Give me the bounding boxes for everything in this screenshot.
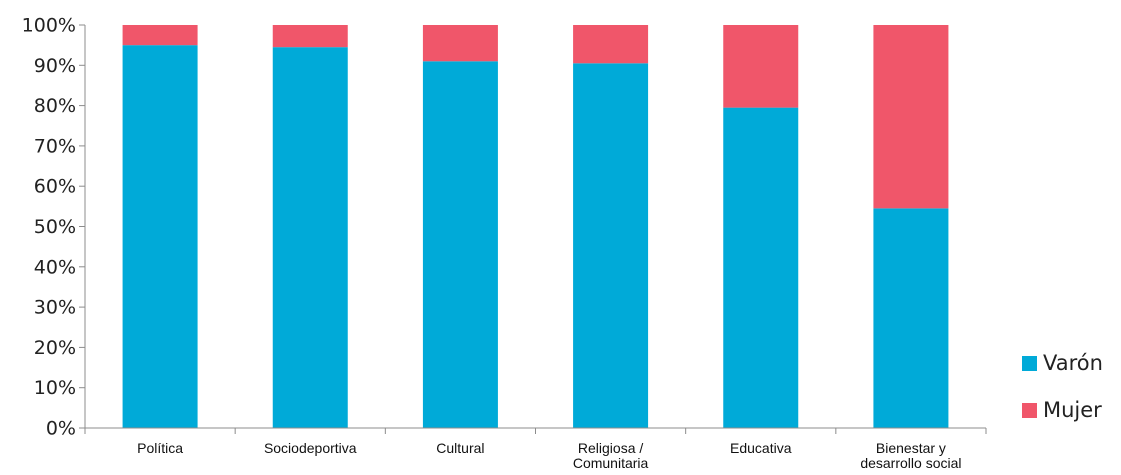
y-tick-label: 20% — [34, 337, 76, 359]
bar-varn-4 — [573, 63, 649, 428]
x-tick-label: Educativa — [730, 440, 792, 456]
bar-mujer-1 — [122, 25, 198, 46]
y-tick-label: 80% — [34, 95, 76, 117]
x-tick-label: Bienestar y — [876, 440, 946, 456]
y-tick-label: 50% — [34, 216, 76, 238]
legend-label-varon: Varón — [1043, 351, 1103, 375]
bars-group — [122, 25, 949, 429]
legend-swatch-mujer — [1022, 402, 1037, 418]
bar-mujer-3 — [422, 25, 498, 62]
bar-varn-5 — [723, 107, 799, 429]
legend-item-varon: Varón — [1022, 350, 1103, 376]
x-tick-label: Comunitaria — [573, 455, 649, 471]
bar-varn-6 — [873, 208, 949, 428]
x-tick-label: Cultural — [436, 440, 484, 456]
y-tick-label: 0% — [46, 418, 76, 440]
axes-group — [84, 25, 986, 429]
x-tick-label: Sociodeportiva — [264, 440, 357, 456]
bar-varn-1 — [122, 45, 198, 429]
y-tick-label: 30% — [34, 297, 76, 319]
bar-mujer-4 — [573, 25, 649, 64]
legend: Varón Mujer — [1022, 350, 1103, 444]
ticks-group: 0% 10% 20% 30% 40% 50% 60% 70% 80% 90% 100% Polític… — [22, 15, 987, 471]
legend-item-mujer: Mujer — [1022, 397, 1103, 423]
y-tick-label: 40% — [34, 256, 76, 278]
x-tick-label: Política — [137, 440, 183, 456]
legend-label-mujer: Mujer — [1043, 398, 1102, 422]
bar-mujer-5 — [723, 25, 799, 108]
y-tick-label: 100% — [22, 15, 76, 37]
y-tick-label: 10% — [34, 377, 76, 399]
y-tick-label: 70% — [34, 135, 76, 157]
x-tick-label: Religiosa / — [578, 440, 643, 456]
x-tick-label: desarrollo social — [860, 455, 961, 471]
bar-mujer-2 — [272, 25, 348, 48]
bar-varn-2 — [272, 47, 348, 428]
y-tick-label: 60% — [34, 176, 76, 198]
y-tick-label: 90% — [34, 55, 76, 77]
legend-swatch-varon — [1022, 355, 1037, 371]
bar-varn-3 — [422, 61, 498, 429]
bar-mujer-6 — [873, 25, 949, 209]
